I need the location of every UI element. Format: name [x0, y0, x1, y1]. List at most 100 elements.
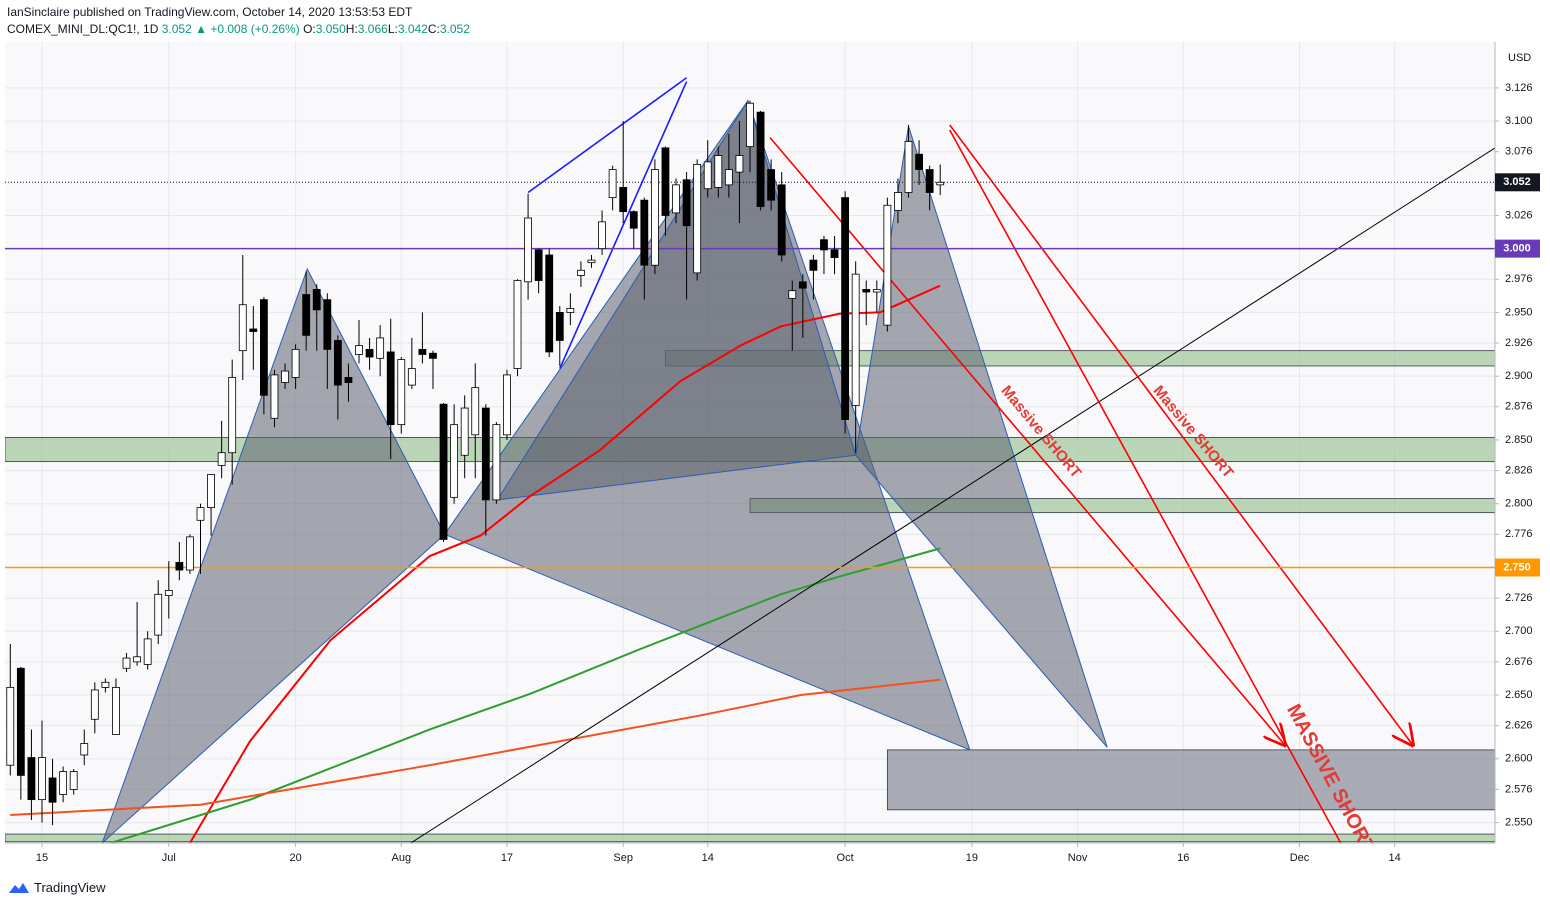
- candle-body: [59, 771, 68, 795]
- candle-body: [724, 169, 733, 186]
- ohlc-value: 3.066: [357, 22, 388, 36]
- candle-body: [661, 147, 670, 216]
- candle-body: [566, 308, 575, 313]
- ohlc-label: O:: [303, 22, 316, 36]
- candle-body: [291, 348, 300, 378]
- candle-body: [112, 686, 120, 735]
- candle-body: [312, 289, 321, 311]
- y-tick-label: 3.126: [1505, 82, 1533, 94]
- candle-body: [693, 164, 702, 274]
- candle-body: [439, 403, 448, 540]
- ohlc-label: H:: [345, 22, 358, 36]
- candle-body: [767, 169, 776, 201]
- candle-body: [503, 374, 511, 436]
- byline: IanSinclaire published on TradingView.co…: [7, 5, 413, 19]
- candle-body: [355, 345, 363, 355]
- candle-body: [545, 254, 554, 353]
- symbol: COMEX_MINI_DL:QC1!, 1D: [7, 22, 159, 36]
- y-tick-label: 2.650: [1505, 689, 1533, 701]
- zone: [886, 749, 1495, 811]
- y-tick-label: 2.976: [1505, 273, 1533, 285]
- y-tick-label: 2.876: [1505, 401, 1533, 413]
- candle-body: [534, 249, 543, 281]
- candle-body: [598, 221, 606, 250]
- candle-body: [48, 777, 57, 803]
- candle-body: [894, 192, 902, 211]
- candle-body: [376, 337, 385, 359]
- trend-line: [769, 137, 1285, 745]
- candle-body: [714, 155, 723, 188]
- candle-body: [555, 312, 564, 341]
- candle-body: [513, 280, 522, 369]
- candle-body: [16, 667, 25, 776]
- candle-body: [883, 204, 892, 326]
- x-tick-label: Aug: [391, 852, 411, 864]
- y-tick-label: 3.100: [1505, 115, 1533, 127]
- change-arrow: ▲: [195, 22, 207, 36]
- price-label: 3.052: [1503, 176, 1531, 188]
- candle-body: [650, 169, 659, 266]
- candle-body: [587, 259, 596, 264]
- candle-body: [481, 407, 490, 501]
- ohlc-value: 3.042: [397, 22, 428, 36]
- candle-body: [904, 141, 913, 193]
- candle-body: [756, 111, 765, 207]
- candle-body: [270, 374, 279, 419]
- moving-average: [10, 678, 941, 816]
- candle-body: [735, 155, 744, 173]
- pattern: [101, 267, 446, 843]
- candle-body: [830, 249, 839, 258]
- candle-body: [386, 351, 395, 426]
- axis-unit: USD: [1508, 52, 1531, 64]
- candle-body: [217, 452, 226, 466]
- moving-average: [189, 284, 941, 843]
- y-tick-label: 2.900: [1505, 370, 1533, 382]
- candle-body: [841, 197, 850, 420]
- candle-body: [228, 377, 237, 454]
- y-tick-label: 2.800: [1505, 498, 1533, 510]
- candle-body: [238, 304, 247, 352]
- candle-body: [333, 340, 342, 386]
- candle-body: [682, 179, 691, 227]
- candle-body: [492, 424, 501, 501]
- price-label-box: [1495, 558, 1540, 577]
- pattern: [855, 126, 1108, 748]
- trend-line: [949, 124, 1413, 745]
- ohlc-label: C:: [427, 22, 440, 36]
- x-tick-label: Sep: [613, 852, 633, 864]
- candle-body: [164, 590, 173, 596]
- candle-body: [872, 289, 881, 293]
- candle-body: [460, 407, 469, 456]
- candle-body: [936, 181, 945, 186]
- x-tick-label: 17: [501, 852, 513, 864]
- pattern: [496, 99, 857, 501]
- change: +0.008 (+0.26%): [210, 22, 300, 36]
- candle-body: [260, 299, 268, 396]
- x-tick-label: 19: [966, 852, 978, 864]
- candle-body: [672, 184, 680, 214]
- x-tick-label: Jul: [162, 852, 176, 864]
- y-tick-label: 2.950: [1505, 306, 1533, 318]
- y-tick-label: 2.850: [1505, 434, 1533, 446]
- candle-body: [323, 299, 332, 350]
- candle-body: [640, 199, 649, 266]
- candle-body: [619, 187, 628, 213]
- x-tick-label: Nov: [1068, 852, 1088, 864]
- candle-body: [249, 328, 258, 332]
- y-tick-label: 2.726: [1505, 592, 1533, 604]
- candle-body: [798, 281, 807, 289]
- candle-body: [175, 561, 184, 571]
- candle-body: [6, 686, 15, 766]
- candle-body: [133, 656, 141, 663]
- candle-body: [281, 370, 289, 383]
- candle-body: [122, 657, 131, 669]
- x-tick-label: Oct: [837, 852, 854, 864]
- y-tick-label: 3.076: [1505, 146, 1533, 158]
- candle-body: [429, 352, 437, 359]
- y-tick-label: 2.626: [1505, 720, 1533, 732]
- y-tick-label: 2.700: [1505, 625, 1533, 637]
- candle-body: [820, 239, 828, 251]
